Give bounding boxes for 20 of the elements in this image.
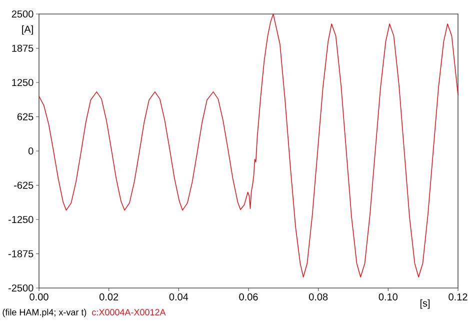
x-tick-label: 0.02 xyxy=(100,293,118,300)
x-tick-label: 0.00 xyxy=(30,293,48,300)
y-tick-label: 1875 xyxy=(12,44,34,52)
y-tick-label: 1250 xyxy=(12,78,34,86)
text: c:X0004A-X0012A xyxy=(92,309,166,316)
y-axis-title: [A] xyxy=(22,25,33,35)
y-tick-label: 2500 xyxy=(12,10,34,18)
x-axis-title: [s] xyxy=(420,299,430,309)
x-tick-label: 0.04 xyxy=(169,293,188,300)
x-tick-label: 0.08 xyxy=(309,293,328,300)
y-tick-label: -2500 xyxy=(8,284,34,292)
x-tick-label: 0.10 xyxy=(378,293,398,300)
x-tick-label: 0.12 xyxy=(448,293,468,300)
y-tick-label: 625 xyxy=(17,113,34,120)
x-tick-label: 0.06 xyxy=(239,293,258,300)
y-tick-label: -1875 xyxy=(8,250,34,258)
text: (file HAM.pl4; x-var t) xyxy=(2,308,86,318)
y-tick-label: -625 xyxy=(14,182,34,189)
y-tick-label: 0 xyxy=(28,147,34,155)
y-tick-label: -1250 xyxy=(8,216,34,224)
